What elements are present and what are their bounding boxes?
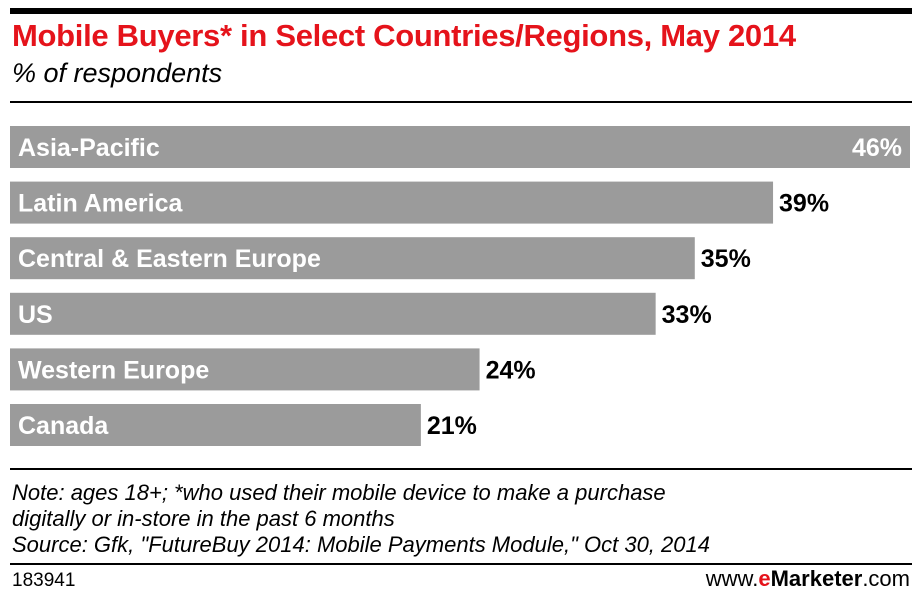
value-label-2: 35% [701,245,751,273]
bar-chart: Asia-Pacific 46% Latin America 39% Central &… [10,126,910,446]
bar-2 [10,237,695,280]
brand-e: e [758,566,771,591]
category-label-5: Canada [18,412,109,440]
category-label-4: Western Europe [18,356,209,384]
chart-notes: Note: ages 18+; *who used their mobile d… [12,480,710,558]
bar-1 [10,181,774,224]
note-line-2: digitally or in-store in the past 6 mont… [12,506,395,531]
bar-0 [10,126,910,168]
chart-title: Mobile Buyers* in Select Countries/Regio… [12,18,796,53]
category-label-1: Latin America [18,190,184,218]
footer-rule [10,563,912,565]
value-label-0: 46% [852,134,902,162]
notes-rule [10,468,912,470]
brand-suffix: .com [862,566,910,591]
category-label-0: Asia-Pacific [18,134,160,162]
note-line-1: Note: ages 18+; *who used their mobile d… [12,480,666,505]
value-label-3: 33% [662,301,712,329]
brand-logo: www.eMarketer.com [706,566,910,592]
bar-5 [10,404,421,446]
value-label-4: 24% [486,356,536,384]
header-rule [10,101,912,103]
brand-name: Marketer [770,566,863,591]
chart-id: 183941 [12,570,76,591]
bar-4 [10,348,480,391]
value-label-5: 21% [427,412,477,440]
brand-prefix: www. [705,566,759,591]
bar-3 [10,292,656,335]
category-label-3: US [18,301,53,329]
top-rule [10,8,912,14]
value-label-1: 39% [779,190,829,218]
category-label-2: Central & Eastern Europe [18,245,321,273]
source-line: Source: Gfk, "FutureBuy 2014: Mobile Pay… [12,532,710,557]
chart-subtitle: % of respondents [12,58,223,88]
